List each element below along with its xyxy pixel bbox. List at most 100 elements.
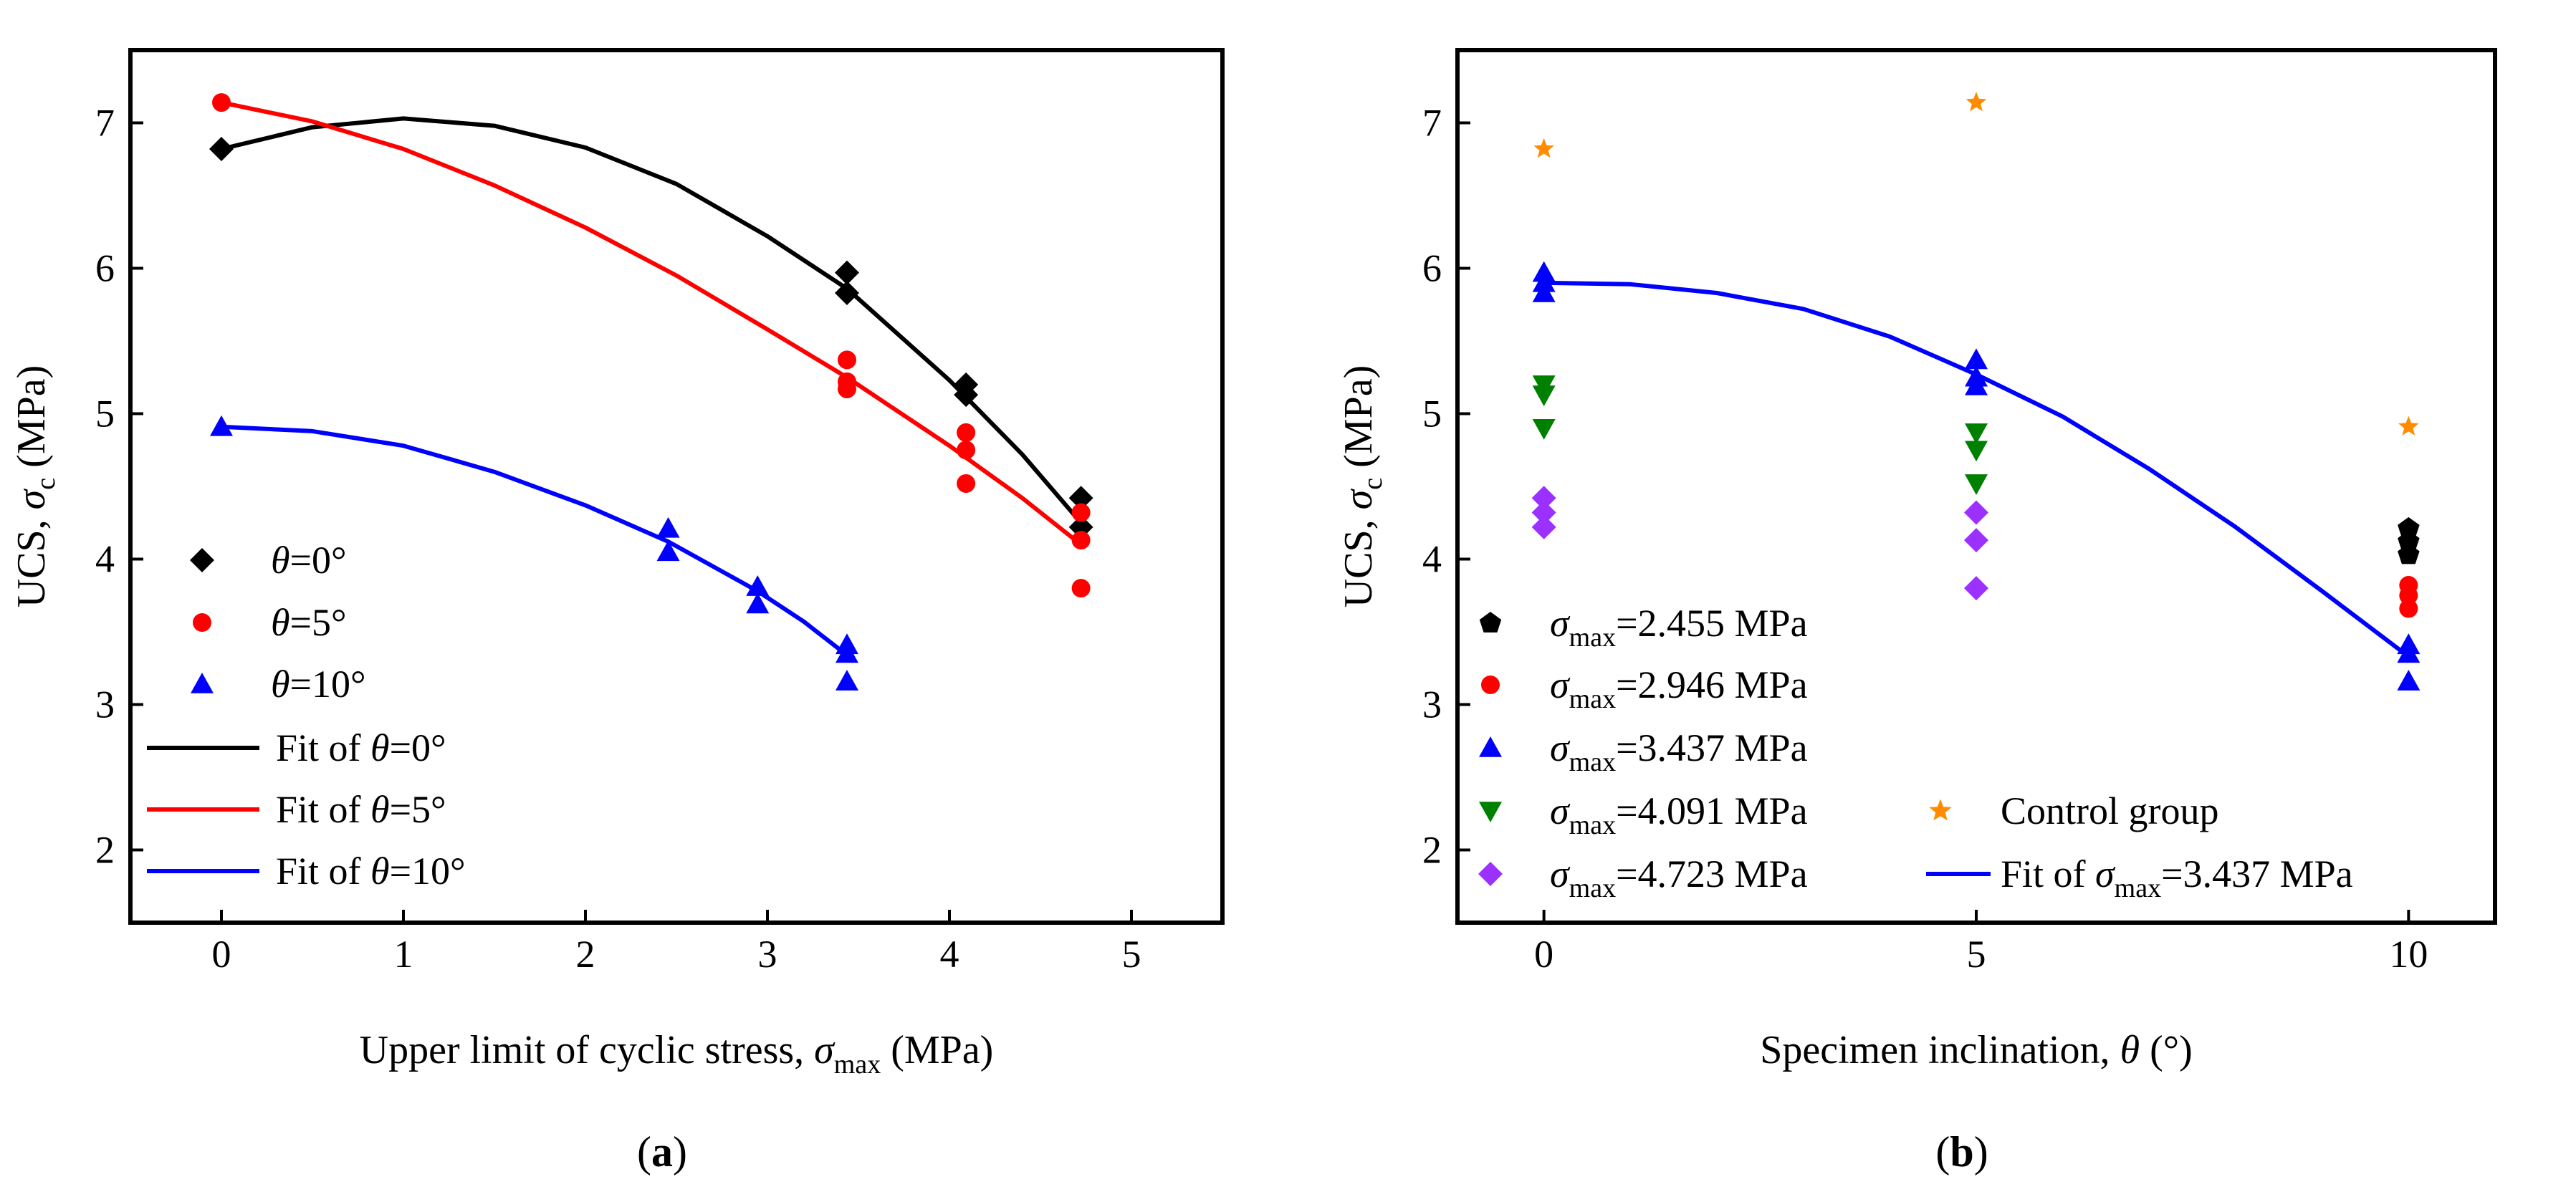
data-point bbox=[1965, 92, 1987, 112]
y-tick-label: 5 bbox=[95, 393, 115, 436]
x-tick-label: 1 bbox=[394, 933, 413, 976]
data-point bbox=[2398, 543, 2420, 564]
legend-label: Control group bbox=[2001, 789, 2219, 832]
fit-line bbox=[221, 116, 1083, 524]
data-point bbox=[1965, 441, 1988, 462]
y-tick-label: 4 bbox=[95, 538, 115, 581]
legend-label: Fit of θ=0° bbox=[276, 726, 446, 769]
legend-marker bbox=[193, 613, 211, 632]
data-point bbox=[2397, 670, 2421, 691]
data-point bbox=[2397, 642, 2421, 663]
y-tick-label: 3 bbox=[1422, 683, 1442, 726]
data-point bbox=[1071, 579, 1091, 598]
x-tick-label: 5 bbox=[1967, 933, 1986, 976]
y-tick-label: 2 bbox=[1422, 829, 1442, 872]
data-point bbox=[1964, 528, 1988, 553]
data-point bbox=[2398, 530, 2420, 552]
data-point bbox=[746, 575, 770, 596]
data-point bbox=[1531, 514, 1556, 539]
legend-label: Fit of θ=10° bbox=[276, 850, 466, 893]
chart-panel-a: 0 1 2 3 4 5 2 3 4 5 6 7 Upper limit of cyclic stress… bbox=[9, 48, 1225, 1176]
panel-label: (b) bbox=[1935, 1128, 1988, 1176]
data-point bbox=[2398, 415, 2419, 436]
y-tick-label: 6 bbox=[95, 247, 115, 290]
legend-label: σmax=3.437 MPa bbox=[1550, 726, 1808, 777]
data-point bbox=[1532, 419, 1556, 440]
data-point bbox=[957, 474, 976, 493]
fit-line bbox=[221, 100, 1083, 547]
y-tick-label: 6 bbox=[1422, 247, 1442, 290]
data-point bbox=[837, 350, 856, 370]
legend-marker bbox=[1479, 736, 1502, 757]
data-point bbox=[834, 281, 859, 306]
data-point bbox=[1964, 500, 1988, 525]
data-point bbox=[957, 423, 976, 442]
data-point bbox=[1964, 576, 1988, 601]
data-point bbox=[835, 670, 858, 691]
data-point bbox=[1531, 500, 1556, 525]
legend-label: σmax=2.946 MPa bbox=[1550, 663, 1808, 714]
legend-label: σmax=4.091 MPa bbox=[1550, 789, 1808, 840]
data-point bbox=[656, 540, 680, 562]
y-tick-label: 3 bbox=[95, 683, 115, 726]
legend-marker bbox=[1479, 612, 1502, 633]
data-point bbox=[2399, 599, 2418, 618]
legend-label: Fit of θ=5° bbox=[276, 788, 446, 831]
x-tick-label: 0 bbox=[1534, 933, 1553, 976]
data-point bbox=[835, 642, 858, 663]
data-point bbox=[2399, 586, 2418, 605]
x-axis-title: Specimen inclination, θ (°) bbox=[1760, 1028, 2193, 1072]
data-point bbox=[212, 93, 231, 112]
data-point bbox=[1965, 374, 1988, 395]
x-tick-label: 2 bbox=[576, 933, 595, 976]
data-point bbox=[209, 137, 234, 162]
legend-label: σmax=2.455 MPa bbox=[1550, 602, 1808, 653]
panel-label: (a) bbox=[637, 1128, 687, 1176]
data-point bbox=[1533, 138, 1554, 158]
legend-label: σmax=4.723 MPa bbox=[1550, 852, 1808, 903]
x-axis-title: Upper limit of cyclic stress, σmax (MPa) bbox=[360, 1028, 994, 1080]
y-axis-title: UCS, σc (MPa) bbox=[9, 365, 61, 608]
data-point bbox=[837, 379, 856, 398]
data-point bbox=[834, 260, 859, 285]
legend-label: θ=5° bbox=[271, 601, 347, 644]
x-tick-label: 0 bbox=[212, 933, 231, 976]
legend-label: θ=10° bbox=[271, 663, 366, 706]
data-point bbox=[1071, 503, 1091, 522]
data-point bbox=[1965, 423, 1988, 444]
data-point bbox=[1068, 486, 1093, 511]
data-point bbox=[1532, 385, 1556, 407]
data-point bbox=[2398, 516, 2420, 538]
data-point bbox=[656, 516, 680, 538]
x-tick-label: 10 bbox=[2389, 933, 2428, 976]
fit-line bbox=[1543, 280, 2410, 658]
plot-frame bbox=[128, 48, 1225, 925]
legend-marker bbox=[190, 548, 214, 572]
fit-line bbox=[221, 424, 848, 657]
data-point bbox=[1965, 348, 1988, 370]
legend-label: Fit of σmax=3.437 MPa bbox=[2001, 852, 2353, 903]
y-tick-label: 5 bbox=[1422, 393, 1442, 436]
y-tick-label: 7 bbox=[1422, 102, 1442, 145]
data-point bbox=[957, 441, 976, 460]
legend-marker bbox=[1479, 802, 1502, 822]
data-point bbox=[1965, 474, 1988, 495]
x-tick-label: 4 bbox=[940, 933, 959, 976]
chart-panel-b: 0 5 10 2 3 4 5 6 7 Specimen inclination, θ (°) UCS… bbox=[1336, 48, 2497, 1176]
data-point bbox=[1532, 282, 1556, 302]
legend-marker bbox=[1929, 799, 1952, 821]
data-point bbox=[210, 415, 233, 436]
y-axis-title: UCS, σc (MPa) bbox=[1336, 365, 1388, 608]
data-point bbox=[1531, 486, 1556, 511]
data-point bbox=[954, 383, 979, 408]
x-tick-label: 5 bbox=[1122, 933, 1141, 976]
y-tick-label: 7 bbox=[95, 102, 115, 145]
y-tick-label: 2 bbox=[95, 829, 115, 872]
x-tick-label: 3 bbox=[758, 933, 777, 976]
y-tick-label: 4 bbox=[1422, 538, 1442, 581]
legend-marker bbox=[1478, 862, 1503, 886]
legend-label: θ=0° bbox=[271, 539, 347, 582]
legend-marker bbox=[1481, 676, 1500, 694]
legend-marker bbox=[191, 673, 214, 693]
